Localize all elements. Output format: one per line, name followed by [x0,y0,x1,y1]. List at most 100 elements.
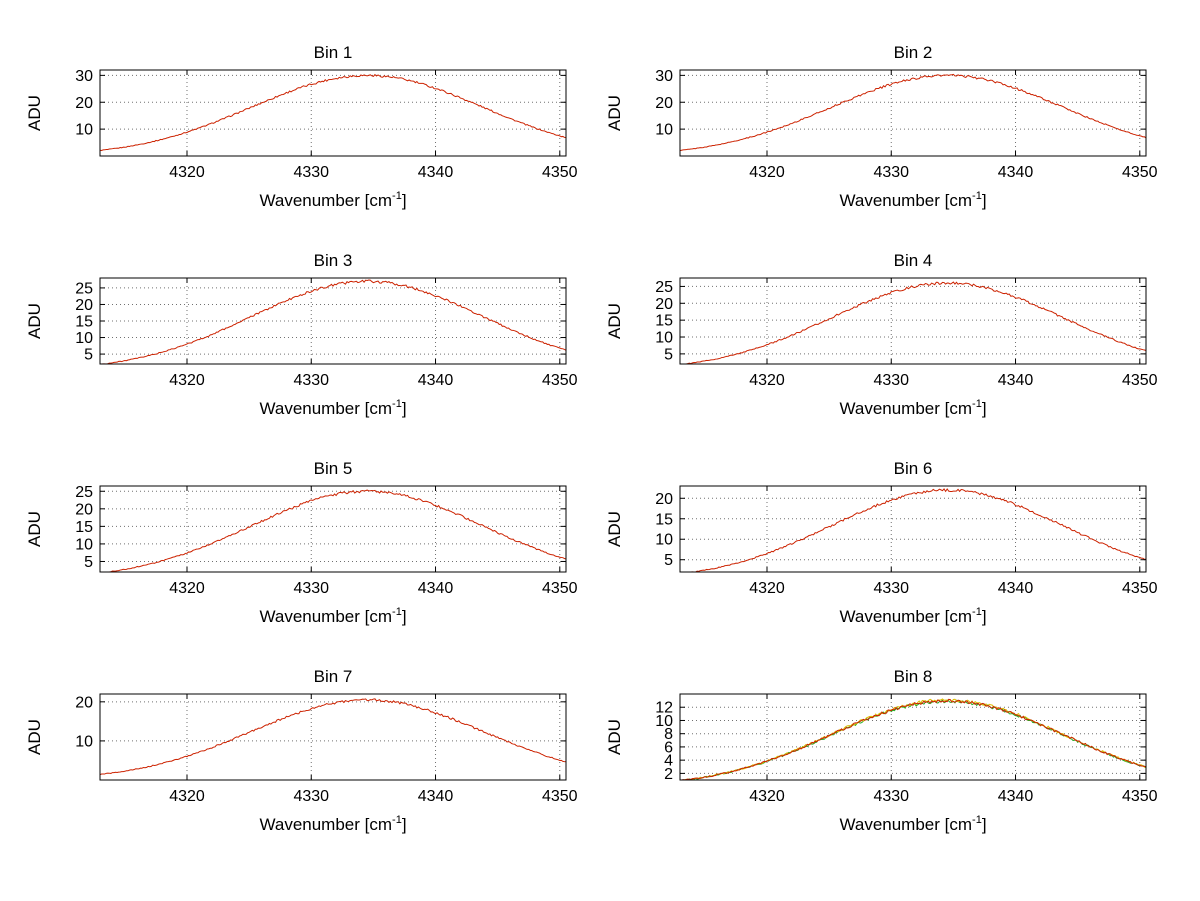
x-tick-label: 4320 [749,372,785,389]
axes-box [679,485,1147,573]
y-tick-label: 12 [655,700,673,717]
y-tick-label: 20 [75,694,93,711]
series-group [100,489,566,572]
series-line-spectrum [100,489,566,572]
y-axis-label: ADU [25,719,44,755]
x-tick-label: 4340 [418,164,454,181]
y-axis-label: ADU [605,719,624,755]
x-axis-label: Wavenumber [cm-1] [839,398,986,418]
x-tick-label: 4320 [169,788,205,805]
chart-bin-6: 4320 4330 4340 4350 5 10 15 20 Bin 6 Wavenumber [… [602,454,1162,650]
series-group [680,698,1146,780]
y-tick-label: 4 [664,753,673,770]
y-axis-label: ADU [25,303,44,339]
axes-box [99,693,567,781]
y-axis-label: ADU [605,95,624,131]
axes-box [99,69,567,157]
x-tick-label: 4340 [418,788,454,805]
y-tick-label: 5 [664,346,673,363]
y-tick-label: 10 [75,122,93,139]
axes-box [679,277,1147,365]
x-tick-label: 4330 [293,580,329,597]
x-tick-label: 4320 [749,788,785,805]
x-axis-label: Wavenumber [cm-1] [839,606,986,626]
chart-title: Bin 8 [894,667,933,686]
x-axis-label: Wavenumber [cm-1] [259,814,406,834]
y-tick-label: 30 [75,68,93,85]
y-tick-label: 15 [75,519,93,536]
x-tick-label: 4320 [169,372,205,389]
x-tick-label: 4340 [998,580,1034,597]
chart-title: Bin 6 [894,459,933,478]
y-tick-label: 25 [75,484,93,501]
y-tick-label: 30 [655,68,673,85]
chart-bin-4: 4320 4330 4340 4350 5 10 15 20 25 Bin 4 Wavenumber… [602,246,1162,442]
axes-box [679,693,1147,781]
series-line-spectrum [100,279,566,364]
y-tick-label: 8 [664,726,673,743]
series-line-spectrum [680,488,1146,572]
y-tick-label: 10 [75,536,93,553]
x-axis-label: Wavenumber [cm-1] [259,190,406,210]
axes-box [679,69,1147,157]
y-tick-label: 10 [655,330,673,347]
x-tick-label: 4350 [1122,580,1158,597]
x-tick-label: 4320 [169,164,205,181]
x-tick-label: 4340 [998,788,1034,805]
chart-title: Bin 2 [894,43,933,62]
series-group [100,279,566,364]
y-axis-label: ADU [605,511,624,547]
x-tick-label: 4330 [873,164,909,181]
x-axis-label: Wavenumber [cm-1] [259,398,406,418]
y-tick-label: 5 [84,347,93,364]
x-tick-label: 4340 [418,372,454,389]
x-tick-label: 4340 [998,164,1034,181]
y-tick-label: 15 [655,511,673,528]
x-tick-label: 4320 [749,164,785,181]
x-tick-label: 4340 [998,372,1034,389]
y-axis-label: ADU [25,95,44,131]
series-line-spectrum [680,73,1146,152]
x-tick-label: 4350 [1122,788,1158,805]
chart-bin-5: 4320 4330 4340 4350 5 10 15 20 25 Bin 5 Wavenumber… [22,454,582,650]
x-tick-label: 4330 [293,164,329,181]
x-tick-label: 4320 [749,580,785,597]
y-tick-label: 15 [75,314,93,331]
x-tick-label: 4330 [293,788,329,805]
series-group [680,73,1146,152]
series-group [100,73,566,152]
chart-title: Bin 3 [314,251,353,270]
y-tick-label: 20 [75,95,93,112]
y-tick-label: 5 [84,554,93,571]
y-axis-label: ADU [25,511,44,547]
y-tick-label: 10 [75,330,93,347]
x-tick-label: 4330 [873,580,909,597]
chart-title: Bin 4 [894,251,933,270]
x-tick-label: 4350 [1122,164,1158,181]
x-tick-label: 4350 [542,372,578,389]
x-tick-label: 4330 [293,372,329,389]
x-tick-label: 4350 [542,164,578,181]
chart-bin-8: 4320 4330 4340 4350 2 4 6 8 10 12 Bin 8 Wavenumber … [602,662,1162,858]
y-tick-label: 20 [75,501,93,518]
y-tick-label: 2 [664,766,673,783]
y-tick-label: 20 [655,95,673,112]
y-tick-label: 20 [655,491,673,508]
x-axis-label: Wavenumber [cm-1] [839,190,986,210]
chart-bin-1: 4320 4330 4340 4350 10 20 30 Bin 1 Wavenumber [c… [22,38,582,234]
chart-bin-7: 4320 4330 4340 4350 10 20 Bin 7 Wavenumber [cm-… [22,662,582,858]
series-line-spectrum-red [680,698,1146,780]
plot-svg: 4320 4330 4340 4350 10 20 30 Bin 2 Wavenumber [c… [605,43,1158,210]
y-tick-label: 15 [655,313,673,330]
x-tick-label: 4340 [418,580,454,597]
plot-svg: 4320 4330 4340 4350 10 20 30 Bin 1 Wavenumber [c… [25,43,578,210]
x-tick-label: 4330 [873,788,909,805]
y-tick-label: 20 [655,296,673,313]
y-tick-label: 5 [664,552,673,569]
y-tick-label: 25 [655,279,673,296]
series-group [680,281,1146,364]
